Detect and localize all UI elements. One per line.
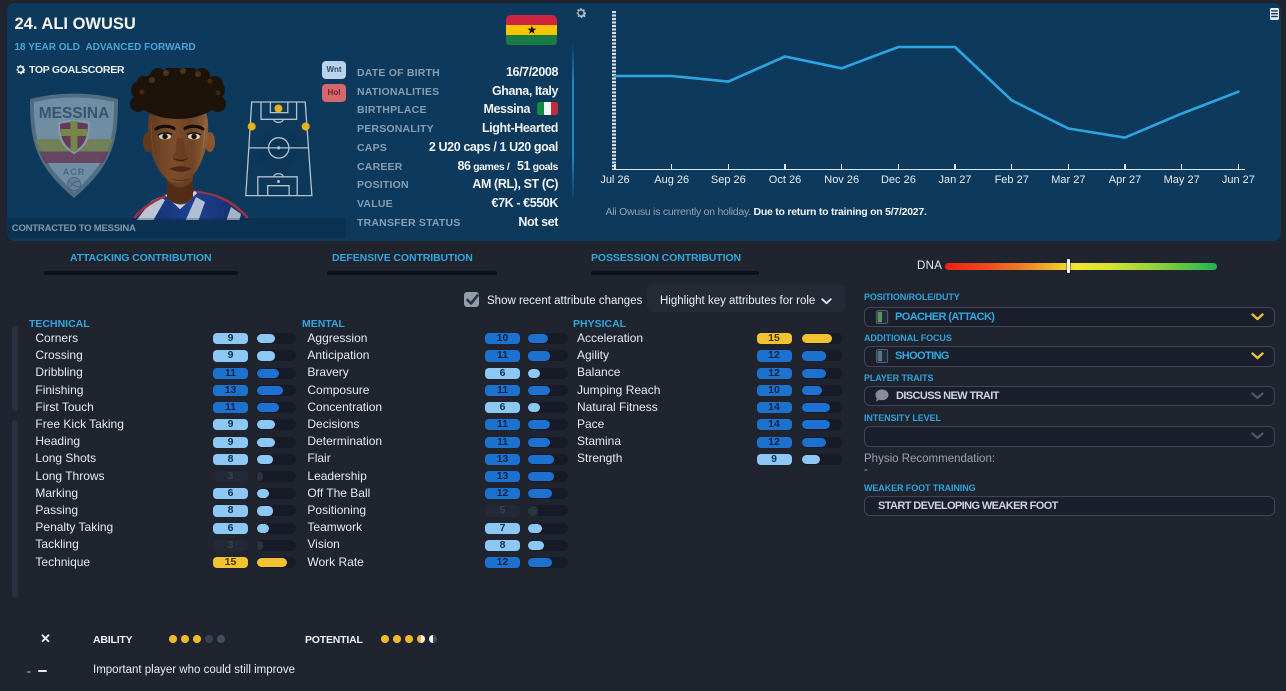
svg-text:MESSINA: MESSINA — [39, 105, 110, 122]
svg-text:ACR: ACR — [63, 167, 86, 177]
